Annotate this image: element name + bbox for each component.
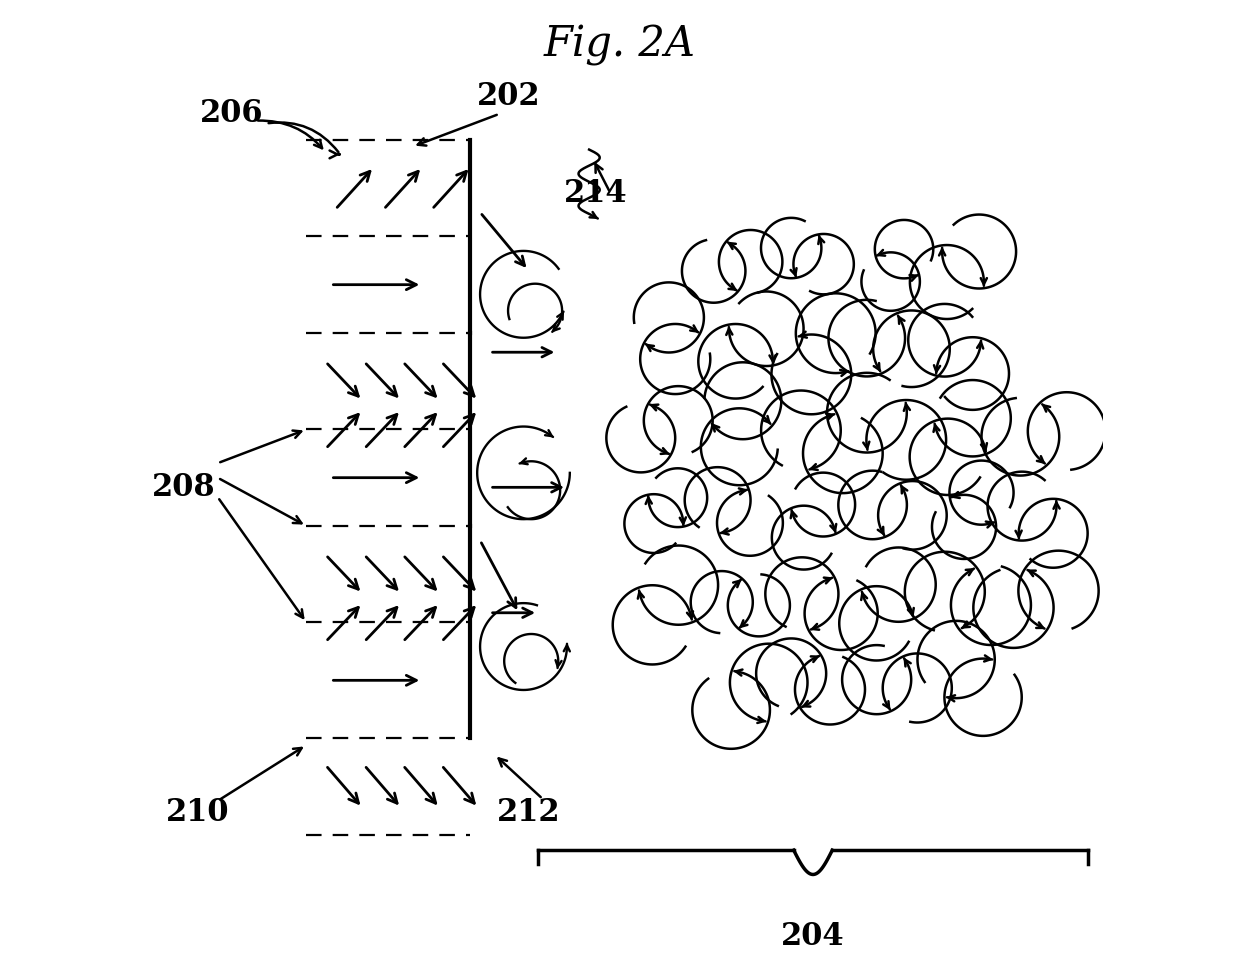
Text: 202: 202 xyxy=(477,81,541,112)
Text: 204: 204 xyxy=(781,921,844,951)
Text: 214: 214 xyxy=(564,178,627,208)
Text: 210: 210 xyxy=(166,797,229,828)
Text: 212: 212 xyxy=(496,797,560,828)
Text: 206: 206 xyxy=(201,98,264,129)
Text: 208: 208 xyxy=(153,472,216,503)
Text: Fig. 2A: Fig. 2A xyxy=(544,24,696,67)
